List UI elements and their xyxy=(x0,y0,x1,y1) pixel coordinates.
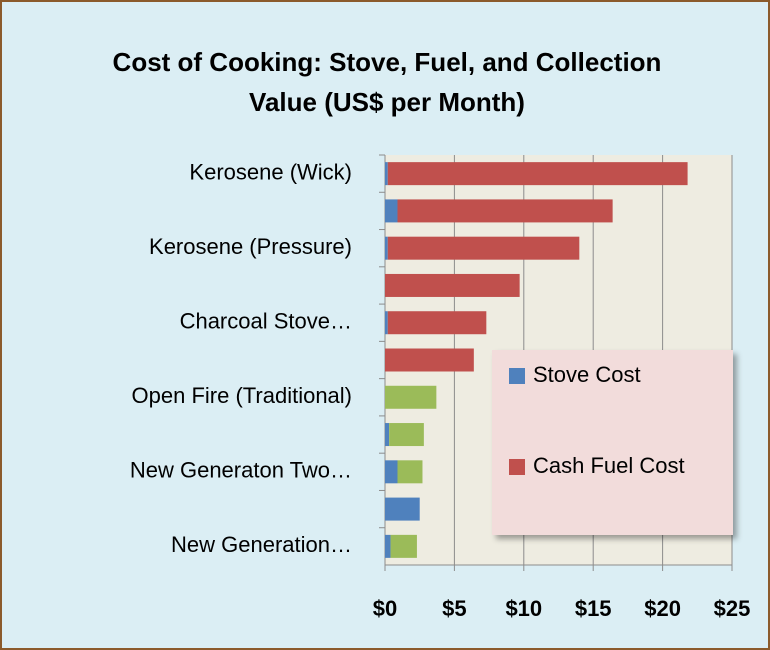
y-tick-label: Open Fire (Traditional) xyxy=(132,383,352,408)
bar xyxy=(397,199,613,223)
bar xyxy=(387,162,688,186)
x-tick-label: $5 xyxy=(442,596,466,621)
y-tick-label: Charcoal Stove… xyxy=(180,309,352,334)
bar xyxy=(385,273,520,297)
legend xyxy=(492,350,733,535)
legend-label: Stove Cost xyxy=(533,362,641,387)
x-tick-label: $20 xyxy=(644,596,681,621)
bar xyxy=(389,423,424,447)
bar xyxy=(385,162,388,186)
x-tick-label: $10 xyxy=(505,596,542,621)
bar xyxy=(385,348,474,372)
x-tick-label: $25 xyxy=(714,596,751,621)
bar xyxy=(385,460,398,484)
bar xyxy=(385,311,388,335)
bar xyxy=(385,385,437,409)
x-tick-label: $0 xyxy=(373,596,397,621)
bar xyxy=(385,423,390,447)
y-tick-label: New Generation… xyxy=(171,532,352,557)
bar xyxy=(387,236,580,260)
legend-label: Cash Fuel Cost xyxy=(533,453,685,478)
bar xyxy=(385,199,398,223)
legend-swatch xyxy=(509,368,525,384)
y-tick-label: New Generaton Two… xyxy=(130,458,352,483)
bar xyxy=(385,236,388,260)
bar xyxy=(390,534,417,558)
x-tick-label: $15 xyxy=(575,596,612,621)
y-tick-label: Kerosene (Wick) xyxy=(189,159,352,184)
bar xyxy=(385,534,391,558)
legend-swatch xyxy=(509,459,525,475)
bar xyxy=(385,497,420,521)
bar xyxy=(387,311,487,335)
chart-title: Cost of Cooking: Stove, Fuel, and Collec… xyxy=(112,47,662,117)
bar xyxy=(397,460,423,484)
y-tick-label: Kerosene (Pressure) xyxy=(149,234,352,259)
